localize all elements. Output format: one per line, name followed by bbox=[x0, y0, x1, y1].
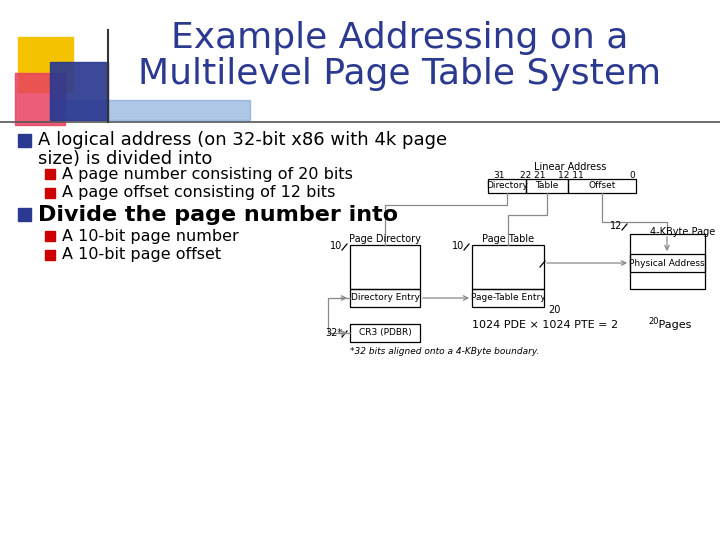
Text: 32*: 32* bbox=[325, 328, 342, 338]
Bar bbox=[45, 250, 55, 260]
Text: 12 11: 12 11 bbox=[558, 171, 584, 180]
Bar bbox=[50, 62, 108, 120]
Text: A logical address (on 32-bit x86 with 4k page: A logical address (on 32-bit x86 with 4k… bbox=[38, 131, 447, 149]
Text: Page-Table Entry: Page-Table Entry bbox=[471, 294, 545, 302]
Bar bbox=[45, 169, 55, 179]
Text: Physical Address: Physical Address bbox=[629, 259, 705, 267]
Text: Multilevel Page Table System: Multilevel Page Table System bbox=[138, 57, 662, 91]
Text: Page Directory: Page Directory bbox=[349, 234, 421, 244]
Text: Divide the page number into: Divide the page number into bbox=[38, 205, 398, 225]
Text: *32 bits aligned onto a 4-KByte boundary.: *32 bits aligned onto a 4-KByte boundary… bbox=[350, 348, 539, 356]
Bar bbox=[472, 245, 544, 289]
Bar bbox=[472, 289, 544, 307]
Bar bbox=[50, 100, 250, 120]
Bar bbox=[488, 179, 526, 193]
Bar bbox=[526, 179, 568, 193]
Bar bbox=[15, 73, 65, 125]
Text: size) is divided into: size) is divided into bbox=[38, 150, 212, 168]
Bar bbox=[350, 245, 420, 289]
Text: 1024 PDE × 1024 PTE = 2: 1024 PDE × 1024 PTE = 2 bbox=[472, 320, 618, 330]
Text: 10: 10 bbox=[330, 241, 342, 251]
Text: Linear Address: Linear Address bbox=[534, 162, 606, 172]
Text: CR3 (PDBR): CR3 (PDBR) bbox=[359, 328, 411, 338]
Bar bbox=[45, 231, 55, 241]
Bar bbox=[568, 179, 636, 193]
Text: A page offset consisting of 12 bits: A page offset consisting of 12 bits bbox=[62, 186, 336, 200]
Text: 10: 10 bbox=[451, 241, 464, 251]
Bar bbox=[630, 234, 705, 289]
Text: A page number consisting of 20 bits: A page number consisting of 20 bits bbox=[62, 166, 353, 181]
Text: Directory Entry: Directory Entry bbox=[351, 294, 420, 302]
Bar bbox=[18, 208, 31, 221]
Bar bbox=[18, 134, 31, 147]
Text: 20: 20 bbox=[548, 305, 560, 315]
Text: Offset: Offset bbox=[588, 181, 616, 191]
Text: A 10-bit page number: A 10-bit page number bbox=[62, 228, 239, 244]
Bar bbox=[350, 289, 420, 307]
Text: Example Addressing on a: Example Addressing on a bbox=[171, 21, 629, 55]
Bar bbox=[45, 188, 55, 198]
Text: Table: Table bbox=[535, 181, 559, 191]
Text: Pages: Pages bbox=[655, 320, 691, 330]
Bar bbox=[350, 324, 420, 342]
Text: Page Table: Page Table bbox=[482, 234, 534, 244]
Text: 4-KByte Page: 4-KByte Page bbox=[650, 227, 715, 237]
Text: A 10-bit page offset: A 10-bit page offset bbox=[62, 247, 221, 262]
Text: Directory: Directory bbox=[486, 181, 528, 191]
Bar bbox=[630, 254, 705, 272]
Text: 12: 12 bbox=[610, 221, 622, 231]
Bar bbox=[18, 37, 73, 92]
Text: 31: 31 bbox=[493, 171, 505, 180]
Text: 20: 20 bbox=[648, 316, 659, 326]
Text: 22 21: 22 21 bbox=[521, 171, 546, 180]
Text: 0: 0 bbox=[629, 171, 635, 180]
